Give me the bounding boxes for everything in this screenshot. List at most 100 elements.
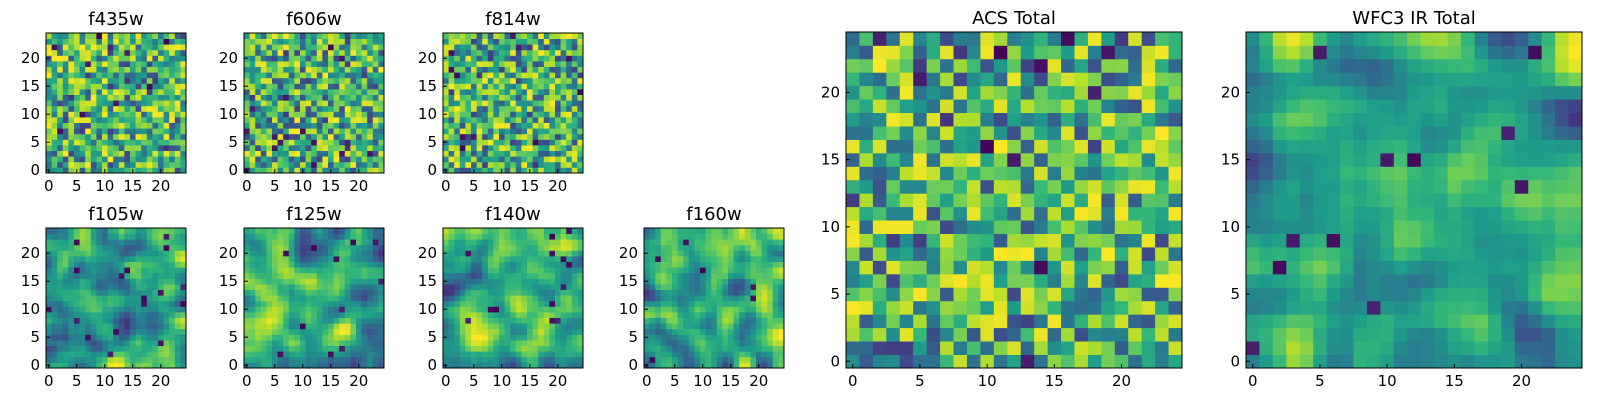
heatmap-cell (378, 139, 385, 146)
heatmap-cell (660, 340, 667, 346)
heatmap-cell (130, 340, 136, 346)
heatmap-cell (750, 250, 757, 257)
heatmap-cell (560, 356, 567, 363)
heatmap-cell (96, 228, 103, 234)
heatmap-cell (649, 362, 656, 369)
heatmap-cell (1020, 247, 1035, 261)
heatmap-cell (85, 278, 92, 285)
heatmap-cell (74, 256, 80, 262)
heatmap-cell (333, 111, 340, 118)
heatmap-cell (102, 239, 108, 246)
heatmap-cell (980, 273, 995, 288)
heatmap-cell (124, 61, 131, 67)
heatmap-cell (367, 233, 374, 240)
heatmap-cell (504, 161, 511, 168)
heatmap-cell (152, 272, 159, 279)
heatmap-cell (344, 317, 351, 324)
heatmap-cell (51, 328, 58, 335)
heatmap-cell (163, 300, 170, 307)
heatmap-cell (249, 256, 256, 262)
heatmap-cell (1007, 273, 1022, 288)
heatmap-cell (859, 327, 874, 342)
heatmap-cell (244, 66, 250, 73)
heatmap-cell (333, 139, 340, 146)
heatmap-cell (322, 133, 329, 140)
heatmap-cell (113, 345, 120, 352)
heatmap-cell (46, 61, 52, 67)
y-tick-label: 5 (628, 328, 638, 346)
x-tick-label: 15 (520, 177, 539, 195)
heatmap-cell (135, 139, 142, 146)
heatmap-cell (344, 33, 351, 39)
heatmap-cell (130, 351, 136, 358)
heatmap-cell (96, 300, 103, 307)
heatmap-cell (655, 351, 662, 358)
heatmap-cell (711, 328, 718, 335)
heatmap-cell (244, 272, 250, 279)
heatmap-cell (510, 323, 517, 330)
heatmap-cell (51, 38, 58, 45)
heatmap-cell (521, 312, 528, 318)
heatmap-cell (130, 356, 136, 363)
heatmap-cell (655, 300, 662, 307)
heatmap-cell (756, 323, 762, 330)
heatmap-cell (660, 228, 667, 234)
heatmap-cell (113, 278, 120, 285)
heatmap-cell (672, 306, 678, 313)
heatmap-cell (146, 44, 153, 51)
heatmap-cell (527, 256, 533, 262)
heatmap-cell (316, 117, 323, 123)
heatmap-cell (1114, 354, 1129, 369)
heatmap-cell (266, 356, 273, 363)
heatmap-cell (79, 161, 86, 168)
heatmap-cell (169, 278, 176, 285)
heatmap-cell (322, 345, 329, 352)
heatmap-cell (158, 239, 164, 246)
heatmap-cell (471, 105, 477, 112)
heatmap-cell (118, 139, 125, 146)
heatmap-cell (266, 89, 273, 95)
heatmap-cell (510, 156, 517, 163)
heatmap-cell (249, 55, 256, 62)
heatmap-cell (649, 317, 656, 324)
heatmap-cell (443, 133, 449, 140)
heatmap-cell (102, 83, 108, 90)
heatmap-cell (68, 261, 75, 268)
heatmap-cell (356, 295, 362, 302)
heatmap-cell (169, 100, 176, 107)
heatmap-cell (294, 345, 301, 352)
heatmap-cell (74, 111, 80, 118)
heatmap-cell (356, 317, 362, 324)
heatmap-cell (107, 233, 114, 240)
heatmap-cell (339, 139, 346, 146)
heatmap-cell (649, 295, 656, 302)
panel-title: f125w (286, 204, 341, 225)
heatmap-cell (322, 250, 329, 257)
heatmap-cell (62, 100, 69, 107)
heatmap-cell (141, 128, 148, 135)
heatmap-cell (700, 228, 706, 234)
heatmap-cell (260, 306, 267, 313)
heatmap-cell (316, 233, 323, 240)
heatmap-cell (577, 233, 584, 240)
heatmap-cell (872, 233, 887, 248)
heatmap-cell (504, 167, 511, 174)
heatmap-cell (169, 345, 176, 352)
heatmap-cell (993, 354, 1008, 369)
heatmap-cell (677, 244, 684, 251)
heatmap-cell (476, 250, 483, 257)
heatmap-cell (666, 233, 673, 240)
heatmap-cell (378, 356, 385, 363)
heatmap-cell (51, 61, 58, 67)
heatmap-cell (158, 94, 164, 101)
heatmap-cell (277, 122, 284, 129)
heatmap-cell (74, 128, 80, 135)
heatmap-cell (96, 233, 103, 240)
heatmap-cell (465, 72, 472, 79)
heatmap-cell (555, 351, 561, 358)
heatmap-cell (688, 312, 695, 318)
heatmap-cell (107, 351, 114, 358)
heatmap-cell (102, 328, 108, 335)
heatmap-cell (1047, 273, 1062, 288)
heatmap-cell (666, 261, 673, 268)
